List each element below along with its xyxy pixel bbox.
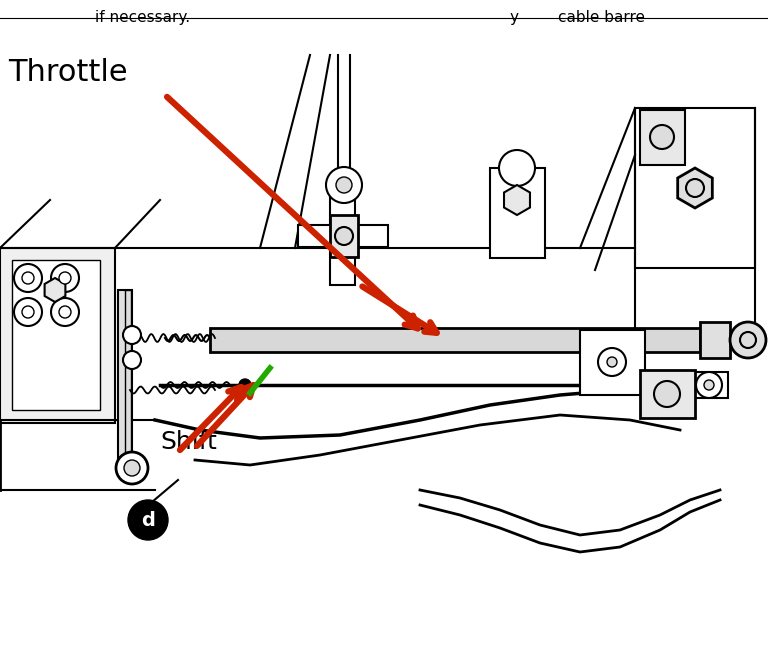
Circle shape <box>14 298 42 326</box>
Circle shape <box>123 351 141 369</box>
Circle shape <box>598 348 626 376</box>
Circle shape <box>59 272 71 284</box>
Bar <box>20 304 36 320</box>
Circle shape <box>326 167 362 203</box>
Bar <box>635 108 755 268</box>
Circle shape <box>124 460 140 476</box>
Bar <box>12 260 100 410</box>
Bar <box>0 248 115 423</box>
Circle shape <box>696 372 722 398</box>
Circle shape <box>116 452 148 484</box>
Circle shape <box>14 264 42 292</box>
Text: d: d <box>141 510 155 529</box>
Circle shape <box>128 500 168 540</box>
Bar <box>20 270 36 286</box>
Bar <box>580 330 645 395</box>
Circle shape <box>59 306 71 318</box>
Bar <box>57 270 73 286</box>
Circle shape <box>704 380 714 390</box>
Circle shape <box>654 381 680 407</box>
Bar <box>640 110 685 165</box>
Circle shape <box>335 227 353 245</box>
Bar <box>57 304 73 320</box>
Polygon shape <box>677 168 713 208</box>
Bar <box>330 215 358 257</box>
Bar <box>118 290 132 475</box>
Bar <box>210 328 700 352</box>
Polygon shape <box>45 278 65 302</box>
Circle shape <box>123 326 141 344</box>
Circle shape <box>51 264 79 292</box>
Circle shape <box>51 298 79 326</box>
Text: y        cable barre: y cable barre <box>510 10 645 25</box>
Circle shape <box>22 306 34 318</box>
Circle shape <box>22 272 34 284</box>
Circle shape <box>730 322 766 358</box>
Circle shape <box>239 379 251 391</box>
Circle shape <box>686 179 704 197</box>
Circle shape <box>336 177 352 193</box>
Circle shape <box>607 357 617 367</box>
Bar <box>330 185 355 285</box>
Text: if necessary.: if necessary. <box>95 10 190 25</box>
Bar <box>125 290 131 475</box>
Bar <box>700 322 730 358</box>
Circle shape <box>740 332 756 348</box>
Text: Shift: Shift <box>160 430 217 454</box>
Circle shape <box>499 150 535 186</box>
Bar <box>640 370 695 418</box>
Bar <box>490 168 545 258</box>
Bar <box>298 225 388 247</box>
Polygon shape <box>504 185 530 215</box>
Bar <box>690 372 728 398</box>
Circle shape <box>650 125 674 149</box>
Text: Throttle: Throttle <box>8 58 127 87</box>
